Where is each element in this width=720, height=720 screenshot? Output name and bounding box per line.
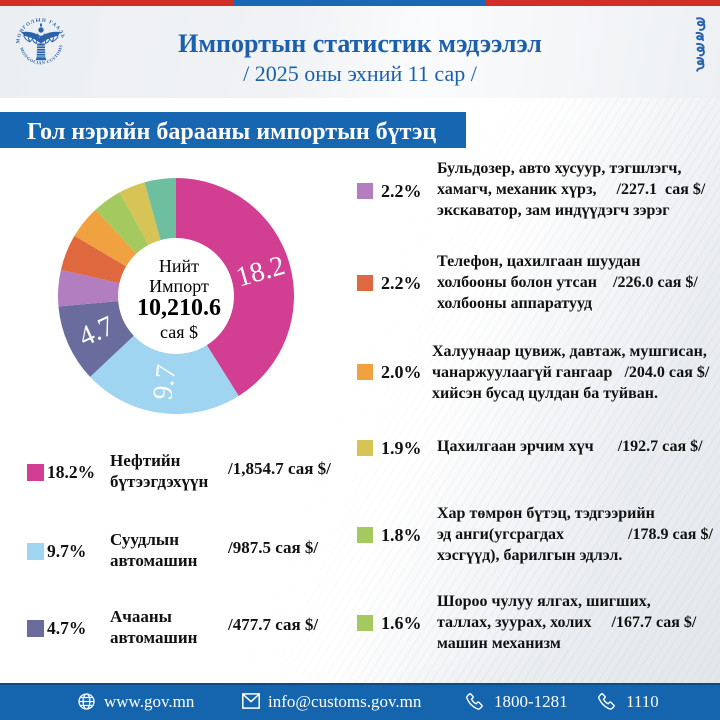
svg-text:9.7: 9.7 xyxy=(147,363,182,402)
